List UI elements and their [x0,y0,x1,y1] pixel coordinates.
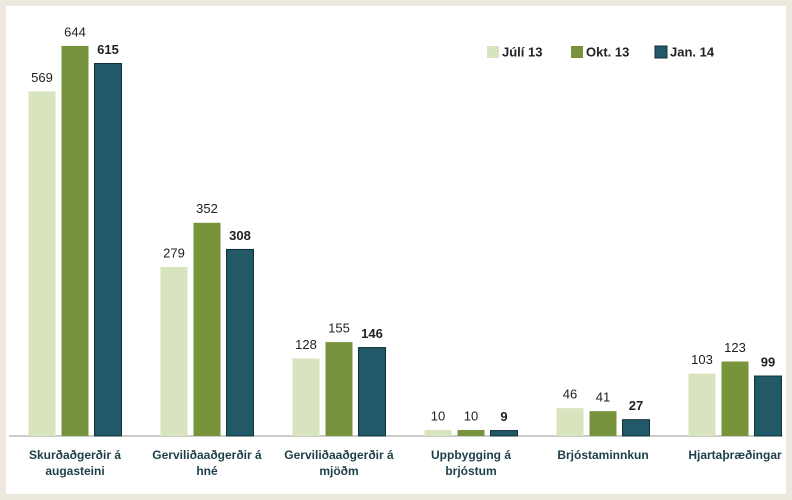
bar [754,375,782,437]
data-label: 123 [724,340,746,355]
data-label: 46 [563,387,577,402]
data-label: 10 [464,408,478,423]
bar [688,373,716,436]
bar [292,358,320,436]
bar [325,342,353,436]
legend-swatch [571,46,583,58]
data-label: 128 [295,337,317,352]
x-tick-label: Gerviliðaaðgerðir á hné [152,448,262,478]
bar [721,361,749,436]
plot-background [6,6,786,494]
bar [226,248,254,437]
data-label: 308 [229,228,251,243]
data-label: 27 [629,398,643,413]
legend-label: Jan. 14 [670,44,715,59]
bar [160,267,188,436]
bar [94,62,122,437]
data-label: 146 [361,326,383,341]
bar [556,408,584,436]
data-label: 615 [97,42,119,57]
legend-label: Okt. 13 [586,44,629,59]
bar [457,429,485,436]
data-label: 9 [500,409,507,424]
data-label: 644 [64,24,86,39]
data-label: 352 [196,201,218,216]
x-tick-label: Brjóstaminnkun [557,448,649,462]
bar [424,429,452,436]
x-tick-label: Gerviliðaaðgerðir á mjöðm [284,448,394,478]
data-label: 103 [691,352,713,367]
data-label: 99 [761,354,775,369]
bar [490,430,518,437]
x-tick-label: Hjartaþræðingar [688,448,782,462]
bar [193,222,221,436]
x-tick-label: Uppbygging á brjóstum [431,448,511,478]
x-tick-label: Skurðaðgerðir á augasteini [28,448,122,478]
data-label: 155 [328,321,350,336]
bar [28,91,56,436]
data-label: 41 [596,390,610,405]
bar [589,411,617,436]
data-label: 10 [431,408,445,423]
legend-label: Júlí 13 [502,44,542,59]
data-label: 569 [31,70,53,85]
bar [622,419,650,437]
bar [61,45,89,437]
legend-swatch [654,45,668,59]
bar [358,347,386,437]
data-label: 279 [163,245,185,260]
legend-swatch [487,46,499,58]
